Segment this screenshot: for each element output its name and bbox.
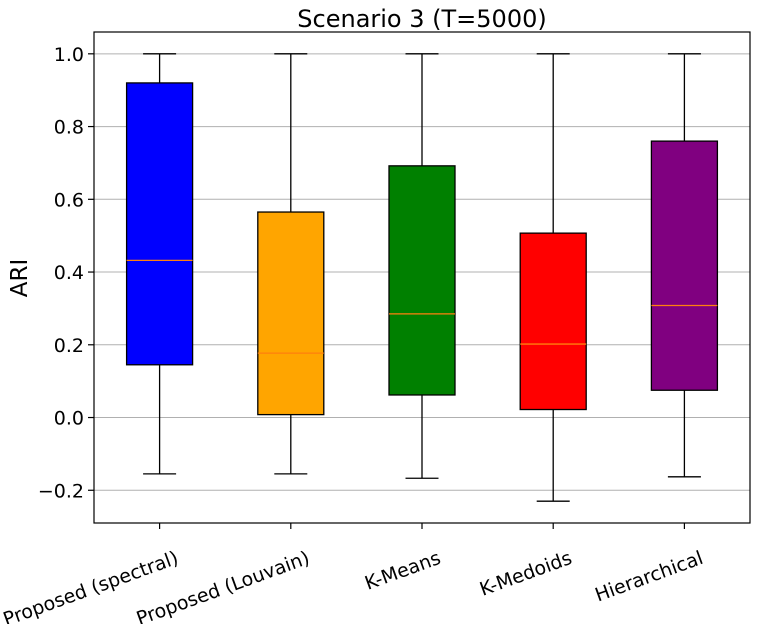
box-2 (257, 53, 325, 475)
box-5 (650, 53, 719, 478)
box-3 (388, 53, 456, 479)
y-axis-ticks: −0.2 0.0 0.2 0.4 0.6 0.8 1.0 (38, 44, 94, 502)
x-tick-label: K-Means (362, 547, 444, 595)
box-body (257, 211, 325, 416)
box-4 (519, 53, 587, 502)
y-tick-label: 0.2 (54, 335, 84, 357)
x-axis-ticks: Proposed (spectral)Proposed (Louvain) K-M… (0, 523, 706, 624)
x-tick-label: K-Medoids (477, 547, 575, 601)
y-tick-label: 0.8 (54, 117, 84, 139)
box-1 (125, 53, 194, 475)
box-body (125, 82, 194, 366)
y-tick-label: 1.0 (54, 44, 84, 66)
y-tick-label: 0.6 (54, 189, 84, 211)
x-tick-label: Hierarchical (592, 547, 706, 606)
box-body (519, 232, 587, 411)
y-tick-label: −0.2 (38, 480, 84, 502)
box-body (650, 140, 719, 391)
box-series (125, 53, 719, 502)
y-tick-label: 0.0 (54, 408, 84, 430)
box-body (388, 165, 456, 396)
y-axis-label: ARI (7, 259, 33, 298)
y-tick-label: 0.4 (54, 262, 84, 284)
chart-title: Scenario 3 (T=5000) (297, 5, 546, 33)
